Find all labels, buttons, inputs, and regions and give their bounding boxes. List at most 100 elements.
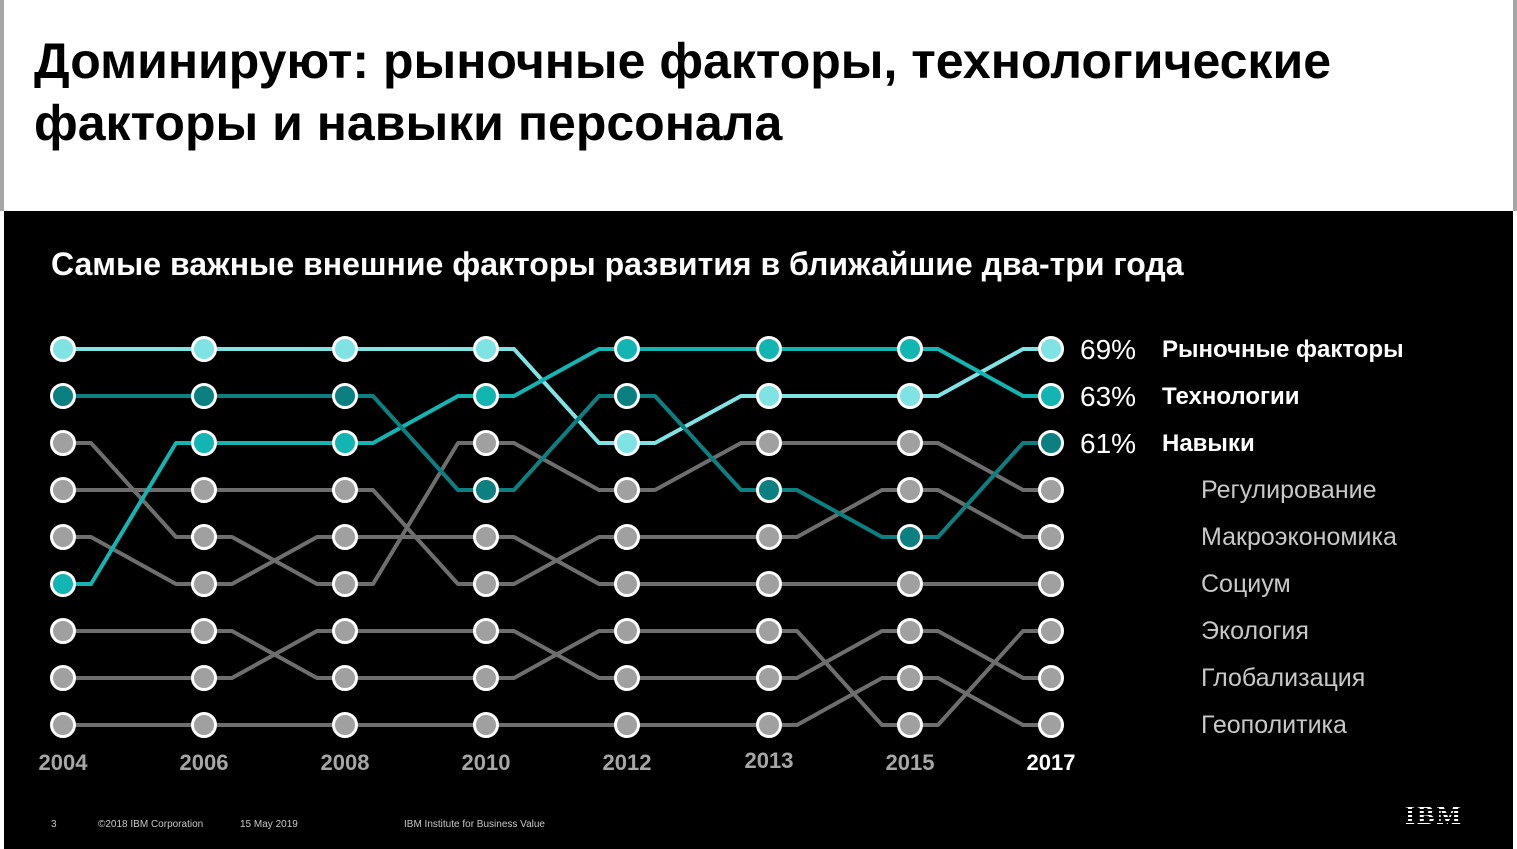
- point-2-2004: [50, 383, 76, 409]
- point-4-2010: [473, 571, 499, 597]
- series-line-0: [63, 347, 1051, 445]
- point-1-2010: [473, 383, 499, 409]
- point-8-2013: [756, 712, 782, 738]
- point-0-2008: [332, 336, 358, 362]
- series-label-6: Экология: [1201, 617, 1309, 645]
- point-7-2008: [332, 618, 358, 644]
- point-6-2004: [50, 618, 76, 644]
- slide-headline: Доминируют: рыночные факторы, технологич…: [34, 33, 1331, 151]
- point-0-2015: [897, 383, 923, 409]
- series-label-3: Регулирование: [1201, 476, 1377, 504]
- point-7-2004: [50, 665, 76, 691]
- year-label-2004: 2004: [39, 750, 89, 775]
- point-8-2012: [614, 712, 640, 738]
- point-3-2012: [614, 477, 640, 503]
- point-5-2017: [1038, 571, 1064, 597]
- point-5-2012: [614, 571, 640, 597]
- series-line-7: [63, 629, 1051, 680]
- point-1-2017: [1038, 383, 1064, 409]
- point-3-2013: [756, 430, 782, 456]
- point-4-2004: [50, 477, 76, 503]
- point-6-2010: [473, 665, 499, 691]
- point-5-2013: [756, 571, 782, 597]
- copyright: ©2018 IBM Corporation: [98, 819, 204, 830]
- point-7-2013: [756, 665, 782, 691]
- series-label-5: Социум: [1201, 570, 1291, 598]
- point-6-2015: [897, 712, 923, 738]
- point-7-2006: [191, 665, 217, 691]
- pct-label-1: 63%: [1080, 381, 1136, 412]
- point-5-2010: [473, 524, 499, 550]
- point-2-2010: [473, 477, 499, 503]
- point-0-2012: [614, 430, 640, 456]
- point-8-2017: [1038, 712, 1064, 738]
- point-5-2008: [332, 524, 358, 550]
- point-4-2012: [614, 524, 640, 550]
- series-label-8: Геополитика: [1201, 711, 1347, 739]
- page-number: 3: [51, 819, 57, 830]
- point-6-2012: [614, 618, 640, 644]
- series-line-1: [63, 347, 1051, 586]
- point-1-2004: [50, 571, 76, 597]
- series-label-4: Макроэкономика: [1201, 523, 1397, 551]
- point-0-2010: [473, 336, 499, 362]
- year-label-2015: 2015: [886, 750, 935, 775]
- point-1-2012: [614, 336, 640, 362]
- series-line-8: [63, 676, 1051, 727]
- point-7-2017: [1038, 665, 1064, 691]
- point-6-2006: [191, 618, 217, 644]
- point-7-2012: [614, 665, 640, 691]
- point-0-2004: [50, 336, 76, 362]
- point-4-2013: [756, 524, 782, 550]
- point-4-2015: [897, 477, 923, 503]
- series-line-3: [63, 441, 1051, 586]
- year-label-2017: 2017: [1027, 750, 1076, 775]
- point-8-2008: [332, 712, 358, 738]
- point-5-2006: [191, 571, 217, 597]
- point-1-2006: [191, 430, 217, 456]
- point-2-2006: [191, 383, 217, 409]
- series-label-7: Глобализация: [1201, 664, 1365, 692]
- series-label-1: Технологии: [1162, 383, 1300, 410]
- point-1-2015: [897, 336, 923, 362]
- year-label-2012: 2012: [603, 750, 652, 775]
- point-4-2006: [191, 477, 217, 503]
- point-2-2017: [1038, 430, 1064, 456]
- ibm-logo: IBM: [1405, 803, 1467, 829]
- point-2-2008: [332, 383, 358, 409]
- point-6-2008: [332, 665, 358, 691]
- title-area: [0, 0, 1517, 211]
- point-5-2004: [50, 524, 76, 550]
- point-0-2017: [1038, 336, 1064, 362]
- point-3-2015: [897, 430, 923, 456]
- series-label-0: Рыночные факторы: [1162, 336, 1404, 363]
- point-0-2013: [756, 383, 782, 409]
- point-1-2013: [756, 336, 782, 362]
- point-3-2010: [473, 430, 499, 456]
- point-0-2006: [191, 336, 217, 362]
- point-3-2008: [332, 571, 358, 597]
- point-8-2015: [897, 665, 923, 691]
- year-label-2013: 2013: [745, 748, 794, 773]
- point-2-2013: [756, 477, 782, 503]
- point-3-2004: [50, 430, 76, 456]
- point-4-2017: [1038, 524, 1064, 550]
- point-8-2006: [191, 712, 217, 738]
- series-label-2: Навыки: [1162, 430, 1255, 457]
- year-label-2008: 2008: [321, 750, 370, 775]
- year-label-2006: 2006: [180, 750, 229, 775]
- series-line-5: [63, 535, 1051, 586]
- point-8-2004: [50, 712, 76, 738]
- point-2-2015: [897, 524, 923, 550]
- point-4-2008: [332, 477, 358, 503]
- point-2-2012: [614, 383, 640, 409]
- point-3-2017: [1038, 477, 1064, 503]
- pct-label-2: 61%: [1080, 428, 1136, 459]
- pct-label-0: 69%: [1080, 334, 1136, 365]
- footer-date: 15 May 2019: [240, 819, 298, 830]
- year-label-2010: 2010: [462, 750, 511, 775]
- point-8-2010: [473, 712, 499, 738]
- point-6-2017: [1038, 618, 1064, 644]
- series-line-2: [63, 394, 1051, 539]
